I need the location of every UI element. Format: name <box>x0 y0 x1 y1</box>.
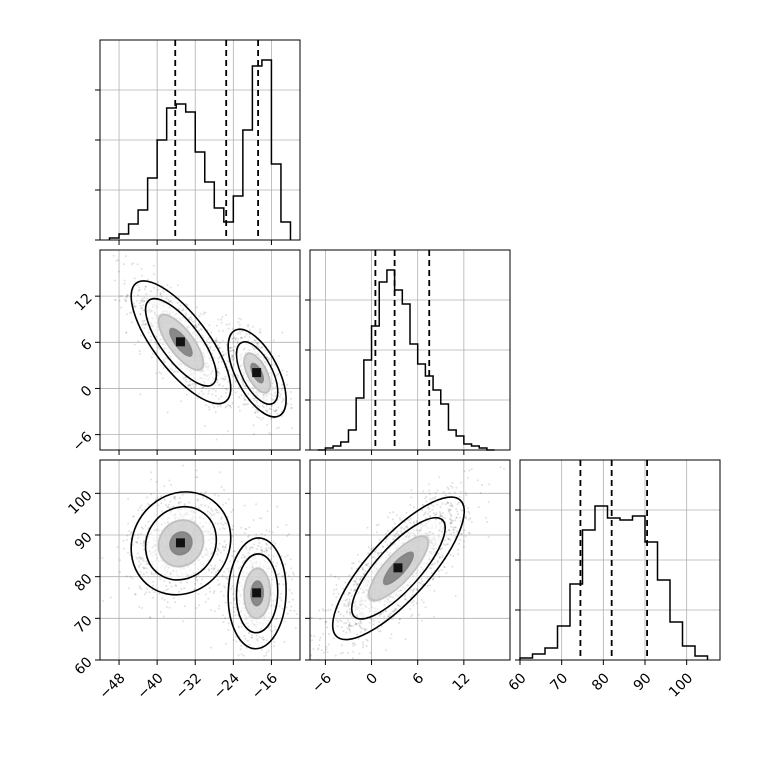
joint-density <box>101 464 298 660</box>
joint-frame <box>99 249 301 451</box>
hist-xtick-label: 100 <box>666 670 696 700</box>
joint-ytick-label: 70 <box>72 613 96 637</box>
joint-ytick-label: 60 <box>72 654 96 678</box>
joint-xtick-label: −6 <box>309 670 335 696</box>
joint-ytick-label: 6 <box>78 337 96 355</box>
contour <box>235 553 279 634</box>
joint-density <box>310 466 505 660</box>
contour <box>130 491 232 596</box>
histogram-panel-param3: 60 70 80 90 100 <box>506 459 721 701</box>
joint-panel-param1-param3: 60 70 80 90 100 −48 −40 −32 −24 −16 <box>65 459 301 703</box>
joint-panel-param2-param3: −6 0 6 12 <box>305 459 511 696</box>
hist-xtick-label: 80 <box>589 670 613 694</box>
contour <box>235 341 279 406</box>
hist-grid-y <box>100 89 300 241</box>
joint-frame <box>99 459 301 661</box>
hist-xtick-label: 60 <box>506 670 530 694</box>
joint-xtick-label: −48 <box>96 670 128 702</box>
joint-xtick-label: −32 <box>173 670 205 702</box>
histogram-step-line <box>317 269 495 451</box>
contour <box>350 516 446 620</box>
contour <box>130 280 232 405</box>
joint-ytick-label: 12 <box>72 290 96 314</box>
joint-xtick-label: −16 <box>249 670 281 702</box>
contour <box>144 505 218 581</box>
joint-ytick-label: 100 <box>65 488 95 518</box>
density-peak <box>252 368 262 378</box>
contour <box>227 328 287 418</box>
density-peak <box>393 563 403 573</box>
joint-panel-param1-param2: −6 0 6 12 <box>70 249 301 455</box>
joint-xtick-label: 0 <box>364 670 382 688</box>
histogram-panel-param2 <box>305 249 511 455</box>
hist-grid-y <box>520 509 720 661</box>
joint-frame <box>309 459 511 661</box>
hist-xtick-label: 70 <box>547 670 571 694</box>
joint-density <box>112 254 294 441</box>
joint-xtick-label: −24 <box>211 670 243 702</box>
joint-ytick-label: −6 <box>70 429 96 455</box>
contour <box>144 297 218 387</box>
joint-xtick-label: −40 <box>135 670 167 702</box>
contour <box>227 537 287 650</box>
hist-xtick-label: 90 <box>631 670 655 694</box>
density-peak <box>175 337 185 347</box>
joint-xtick-label: 6 <box>410 670 428 688</box>
joint-xtick-label: 12 <box>450 670 474 694</box>
contour <box>331 496 466 641</box>
histogram-step-line <box>108 59 292 240</box>
density-peak <box>175 538 185 548</box>
density-peak <box>252 588 262 598</box>
joint-ytick-label: 80 <box>72 571 96 595</box>
histogram-panel-param1 <box>95 39 301 245</box>
joint-ytick-label: 90 <box>72 529 96 553</box>
joint-ytick-label: 0 <box>78 383 96 401</box>
histogram-step-line <box>519 505 709 660</box>
